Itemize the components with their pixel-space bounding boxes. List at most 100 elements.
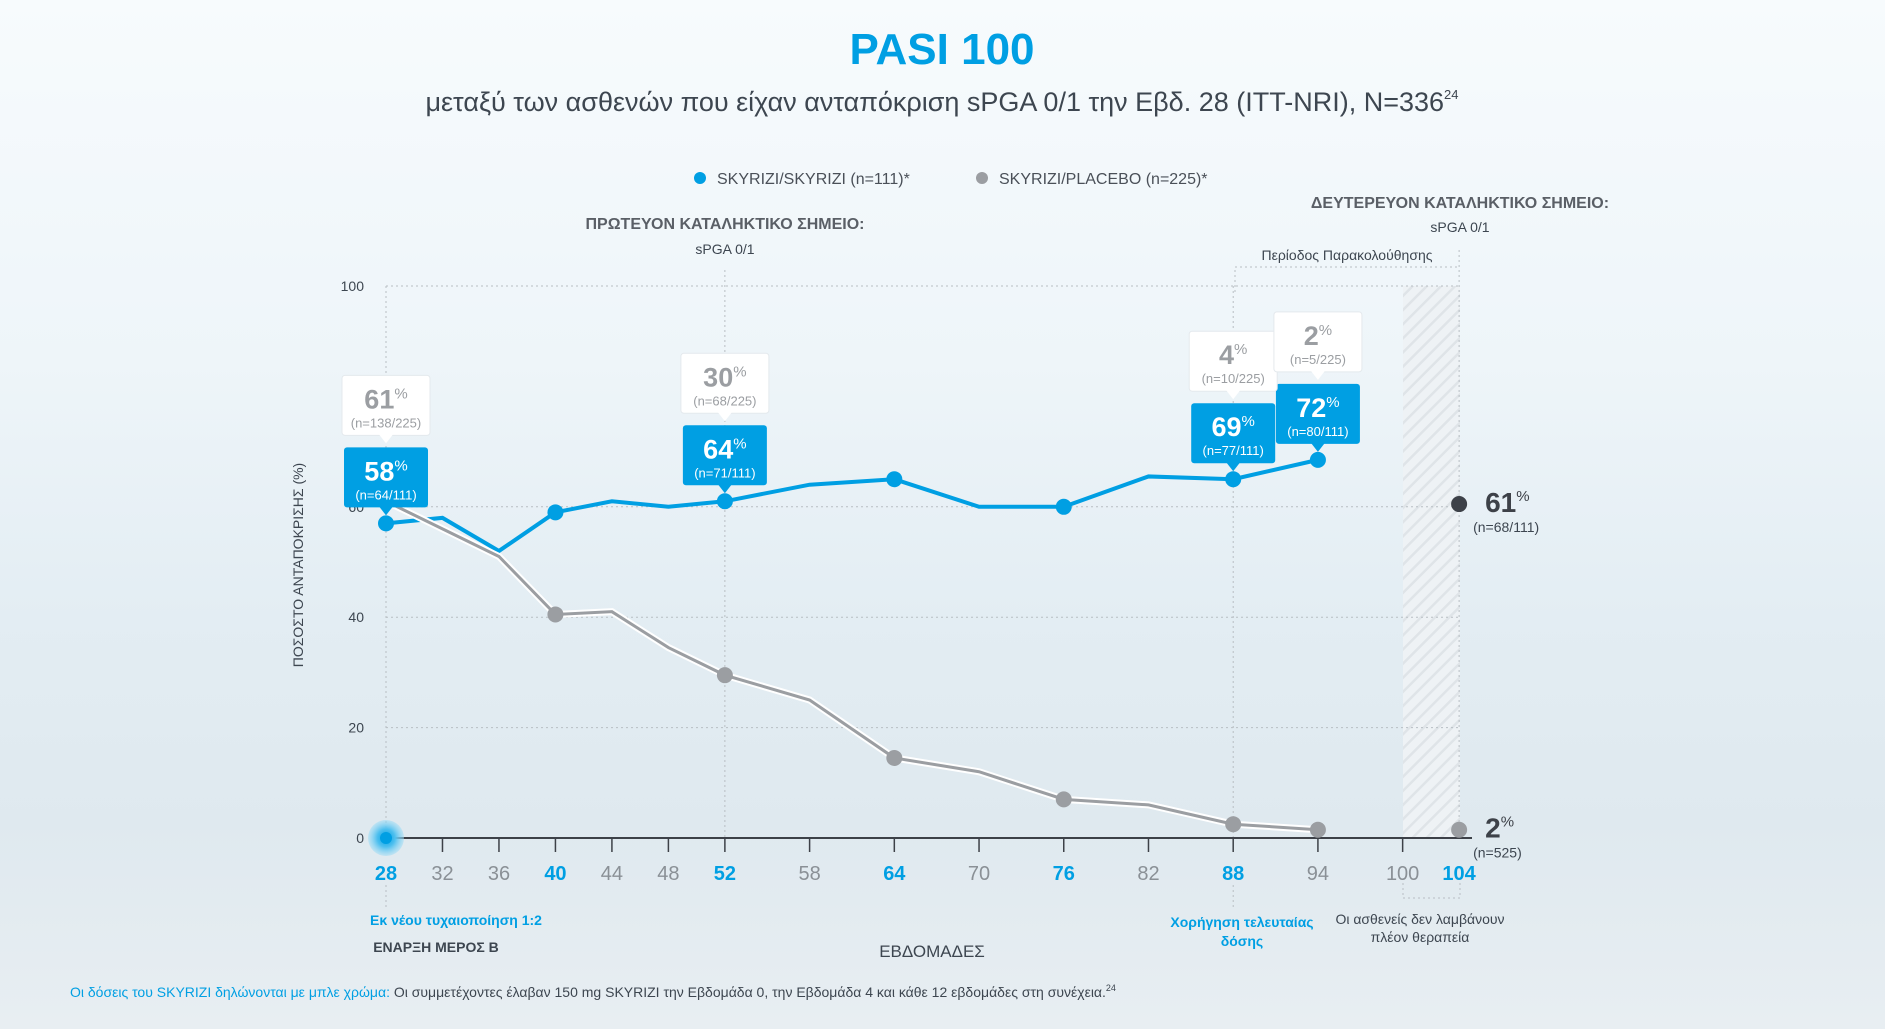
callout-percent: 58% [364,456,407,486]
callout-pointer [1226,462,1241,472]
secondary-endpoint-sub: sPGA 0/1 [1430,219,1489,235]
callout-n: (n=68/225) [693,393,756,408]
legend-marker-placebo [976,172,988,184]
data-point-skyrizi [716,493,733,510]
callout-box [344,447,428,508]
callout-n: (n=80/111) [1287,424,1348,439]
no-therapy-bracket [1402,883,1461,899]
percent-sign: % [394,385,407,402]
callout-percent: 2% [1304,321,1332,351]
footnote-text: Οι συμμετέχοντες έλαβαν 150 mg SKYRIZI τ… [390,984,1106,1000]
data-point-skyrizi [378,515,394,532]
x-tick-label: 48 [657,863,679,885]
data-point-placebo [1225,816,1242,833]
series-line-placebo [385,499,1319,832]
start-marker [380,832,392,844]
percent-sign: % [394,457,407,474]
primary-endpoint-sub: sPGA 0/1 [695,241,754,257]
callout-placebo-week-28: 61%(n=138/225) [341,374,431,444]
no-therapy-note-2: πλέον θεραπεία [1371,929,1470,945]
x-tick-label: 94 [1307,863,1329,885]
legend-label-skyrizi: SKYRIZI/SKYRIZI (n=111)* [717,171,910,188]
callout-pointer [717,484,732,494]
data-point-placebo [1055,791,1072,808]
callout-n: (n=71/111) [694,465,755,480]
x-tick-label: 64 [883,863,906,885]
callout-percent: 61% [364,384,407,414]
followup-bracket [1234,266,1460,292]
callout-n: (n=64/111) [355,487,416,502]
callout-box [1275,383,1360,444]
footnote-blue: Οι δόσεις του SKYRIZI δηλώνονται με μπλε… [70,984,390,1000]
legend-marker-skyrizi [694,172,706,184]
callout-placebo-week-88: 4%(n=10/225) [1188,330,1278,400]
followup-period-label: Περίοδος Παρακολούθησης [1261,247,1432,263]
data-point-placebo [716,667,733,684]
series-line-skyrizi [385,457,1319,554]
end-point-n: (n=525) [1473,845,1522,861]
chart-marks: 58%(n=64/111)61%(n=138/225)64%(n=71/111)… [341,311,1539,861]
data-point-skyrizi [1225,471,1242,488]
no-therapy-hatch [1403,286,1460,838]
callout-pointer [379,434,393,444]
x-tick-label: 44 [601,863,623,885]
data-point-skyrizi [547,504,564,521]
x-tick-label: 104 [1442,863,1476,885]
callout-pointer [1226,390,1241,400]
legend: SKYRIZI/SKYRIZI (n=111)* SKYRIZI/PLACEBO… [694,171,1208,188]
callout-n: (n=138/225) [351,415,421,430]
y-tick-label: 40 [348,609,364,625]
end-point-marker [1451,821,1468,838]
chart-subtitle-line: μεταξύ των ασθενών που είχαν ανταπόκριση… [425,87,1458,117]
y-tick-label: 100 [341,278,365,294]
callout-percent: 4% [1219,340,1247,370]
callout-skyrizi-week-94: 72%(n=80/111) [1275,383,1360,452]
callout-percent: 72% [1296,393,1339,423]
data-point-placebo [886,749,903,766]
no-therapy-note-1: Οι ασθενείς δεν λαμβάνουν [1335,911,1504,927]
legend-label-placebo: SKYRIZI/PLACEBO (n=225)* [999,171,1208,188]
callout-pointer [1310,370,1325,380]
end-point-percent: 2% [1485,813,1514,844]
x-tick-label: 52 [714,863,736,885]
data-point-skyrizi [1309,451,1326,468]
callout-box [1191,403,1276,464]
chart-title: PASI 100 [849,25,1034,74]
footnote: Οι δόσεις του SKYRIZI δηλώνονται με μπλε… [70,983,1116,1000]
callout-placebo-week-52: 30%(n=68/225) [680,352,770,422]
y-tick-label: 20 [348,720,364,736]
percent-sign: % [1326,394,1339,411]
footnote-sup: 24 [1106,983,1116,993]
percent-sign: % [1501,814,1514,831]
y-axis-label: ΠΟΣΟΣΤΟ ΑΝΤΑΠΟΚΡΙΣΗΣ (%) [290,463,306,667]
series-line-halo [384,498,1319,834]
x-tick-label: 76 [1053,863,1075,885]
x-tick-label: 58 [798,863,820,885]
callout-n: (n=77/111) [1203,443,1264,458]
x-tick-label: 32 [431,863,453,885]
data-point-placebo [1309,821,1326,838]
callout-n: (n=5/225) [1290,352,1346,367]
x-tick-label: 40 [544,863,566,885]
percent-sign: % [1234,341,1247,358]
callout-skyrizi-week-28: 58%(n=64/111) [344,447,428,516]
callout-pointer [717,412,732,422]
last-dose-note-1: Χορήγηση τελευταίας [1170,914,1313,930]
x-tick-label: 70 [968,863,990,885]
percent-sign: % [1319,322,1332,339]
percent-sign: % [1242,413,1255,430]
x-tick-label: 82 [1137,863,1159,885]
callout-skyrizi-week-52: 64%(n=71/111) [682,425,767,494]
callout-placebo-week-94: 2%(n=5/225) [1273,311,1363,380]
end-point-n: (n=68/111) [1473,519,1539,535]
percent-sign: % [733,363,746,380]
data-point-placebo [547,606,564,623]
last-dose-note-2: δόσης [1221,933,1263,949]
callout-box [682,425,767,486]
subtitle-superscript: 24 [1444,87,1458,102]
percent-sign: % [733,435,746,452]
end-point-percent: 61% [1485,487,1530,518]
data-point-skyrizi [1055,498,1072,515]
data-point-skyrizi [886,471,903,488]
